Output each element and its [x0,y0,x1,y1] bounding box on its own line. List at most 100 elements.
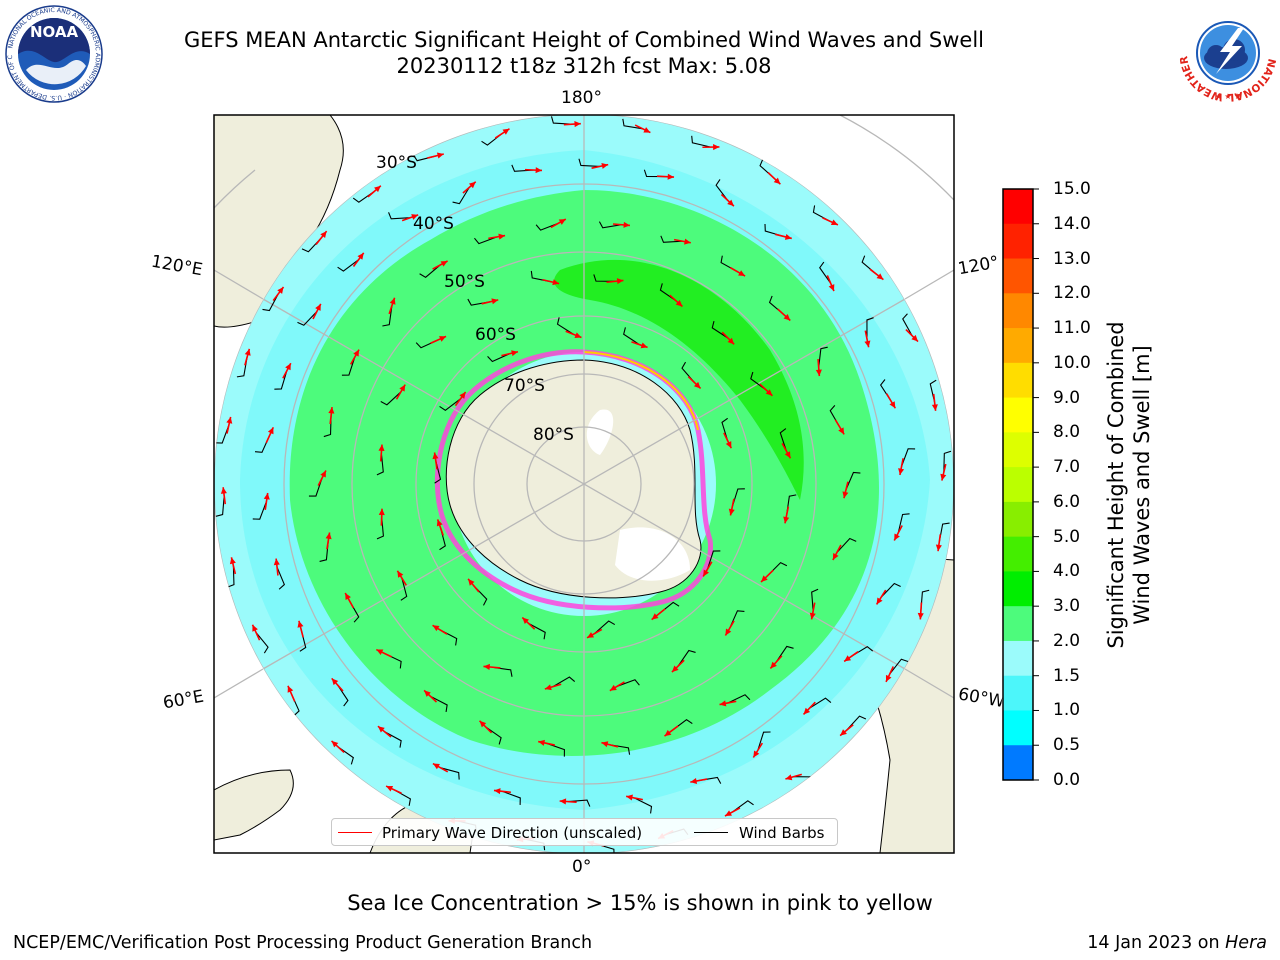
wave-arrow-head [728,508,735,516]
wave-arrow-head [574,121,581,128]
wind-barb [252,501,267,520]
colorbar-segment [1003,258,1033,294]
africa-landmass [214,769,294,841]
wind-barb [487,353,510,363]
wave-arrow-head [468,578,475,586]
wave-arrow-head [328,407,335,414]
wave-arrow-head [832,552,839,560]
wave-arrow-head [809,612,816,620]
wave-arrow-head [935,544,942,552]
wave-arrow-head [285,363,291,371]
wind-barb [376,452,384,476]
wave-arrow-head [885,674,892,682]
colorbar-segment [1003,606,1033,642]
date-text: 14 Jan 2023 on [1087,933,1226,953]
wave-arrow-head [559,798,567,805]
wave-arrow-head [940,473,947,481]
noaa-logo-text: NOAA [30,23,79,41]
wave-arrow-head [411,214,419,220]
colorbar-tick-label: 8.0 [1053,422,1081,443]
colorbar-tick-label: 0.5 [1053,735,1081,756]
legend-barb-label: Wind Barbs [739,824,825,842]
wind-barb [897,513,910,534]
wave-arrow-head [830,219,838,226]
wave-arrow-head [491,298,499,305]
wind-barb [811,588,819,612]
wind-barb [400,577,408,601]
colorbar-tick-label: 3.0 [1053,596,1081,617]
wave-arrow-head [511,350,518,357]
wave-arrow-head [331,740,339,748]
wind-barb [634,797,653,814]
wave-arrow-head [432,452,439,460]
colorbar-tick-label: 14.0 [1053,213,1091,234]
wave-arrow-head [399,384,406,392]
wave-arrow-head [432,763,440,770]
wave-arrow-head [640,342,648,349]
wave-arrow-head [226,416,233,424]
wind-barb [819,261,832,284]
wave-arrow-head [876,597,883,605]
wave-arrow-head [840,729,847,736]
wind-barb [889,658,909,675]
wave-arrow-head [844,655,852,662]
wind-barb [535,222,559,231]
wave-arrow-head [761,575,768,583]
colorbar-segment [1003,362,1033,399]
wind-barb [337,259,359,272]
wave-arrow-head [287,685,294,693]
wave-arrow-head [889,401,896,409]
wave-arrow-head [828,284,835,292]
wave-arrow-head [727,199,734,207]
forecast-subtitle: 20230112 t18z 312h fcst Max: 5.08 [396,54,772,78]
wind-barb [382,305,393,327]
wind-barb [845,471,861,491]
colorbar-segment [1003,745,1033,781]
map-legend: Primary Wave Direction (unscaled) Wind B… [331,818,838,846]
wave-arrow-head [538,739,545,746]
wave-arrow-head [297,620,304,628]
colorbar-segment [1003,223,1033,260]
wave-arrow-head [459,392,466,399]
wave-arrow-head [616,278,624,285]
sea-ice-note: Sea Ice Concentration > 15% is shown in … [347,891,933,915]
wave-arrow-head [353,349,360,357]
wave-arrow-head [315,303,321,311]
wind-barb [502,790,521,805]
colorbar-label-line1: Significant Height of Combined [1104,321,1128,649]
colorbar-segment [1003,640,1033,677]
wind-barb [616,679,640,687]
wave-arrow-head [784,451,791,459]
wave-arrow-head [544,684,552,691]
wave-arrow-head [803,707,811,715]
wave-arrow-head [693,381,701,389]
wave-arrow-head [263,493,270,500]
colorbar-tick-label: 2.0 [1053,630,1081,651]
colorbar-segment [1003,293,1033,329]
wave-arrow-head [440,261,448,267]
wind-barb [623,327,640,346]
colorbar-tick-label: 7.0 [1053,457,1081,478]
wave-arrow-head [376,649,384,656]
wave-arrow-head [719,700,727,707]
wave-arrow-head [690,777,698,784]
wave-arrow-head [713,144,720,151]
wind-barb [430,695,448,712]
wind-barb [779,428,787,452]
wind-barb [556,317,574,335]
wave-arrow-head [864,340,871,348]
wind-barb [818,346,828,368]
wave-arrow-head [651,613,659,620]
colorbar-segment [1003,189,1033,225]
map-title: GEFS MEAN Antarctic Significant Height o… [183,28,985,52]
colorbar [1002,188,1039,781]
wave-arrow-head [479,720,487,728]
wind-barb [721,417,729,441]
colorbar-tick-label: 4.0 [1053,561,1081,582]
wind-barb [578,158,600,167]
colorbar-segment [1003,710,1033,746]
lon-label-0: 0° [572,857,592,877]
colorbar-segment [1003,501,1033,538]
wave-arrow-head [675,300,683,307]
